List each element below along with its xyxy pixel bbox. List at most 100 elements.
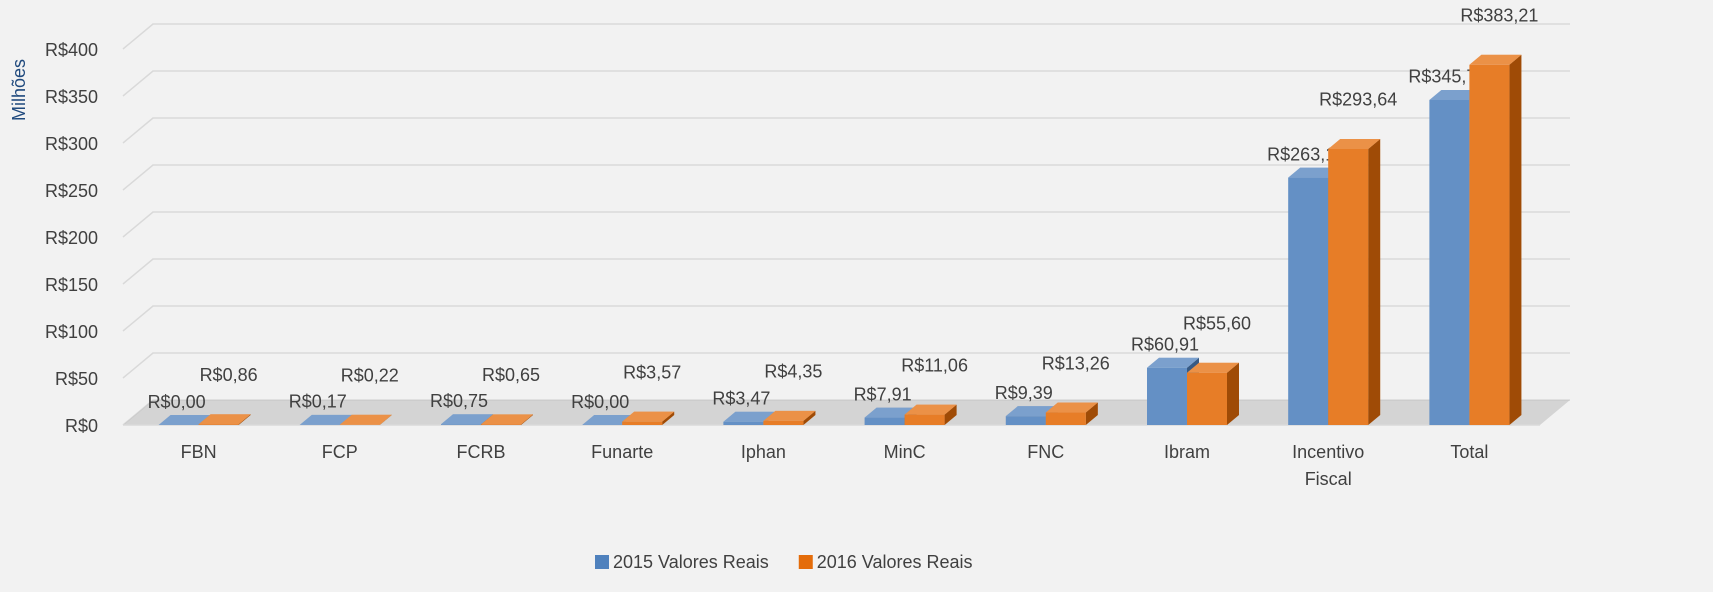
bar-side	[944, 404, 957, 425]
bar-side	[662, 411, 675, 425]
bar-front-shine	[1328, 148, 1369, 425]
bar-front	[904, 414, 945, 425]
bar-side-shade	[1085, 402, 1098, 425]
bar	[1045, 402, 1098, 425]
bar-front-shine	[723, 421, 764, 425]
data-label: R$55,60	[1183, 313, 1251, 333]
bar-side	[1085, 402, 1098, 425]
bar-top-shine	[1288, 167, 1341, 178]
bar	[723, 411, 776, 425]
bar-top	[1469, 54, 1522, 65]
bar-top-shine	[1005, 406, 1058, 417]
bar-front-shine	[198, 424, 239, 425]
data-label: R$0,17	[289, 392, 347, 412]
bar-front-shine	[864, 417, 905, 425]
y-tick-label: R$50	[55, 369, 98, 389]
bar-top	[723, 411, 776, 422]
data-label: R$345,79	[1408, 67, 1486, 87]
bar-side-shade	[1368, 138, 1381, 425]
bar-side	[521, 414, 533, 425]
bar-top-shine	[904, 404, 957, 415]
bar	[622, 411, 675, 425]
bar-side-shade	[238, 414, 251, 425]
x-tick-label: Funarte	[591, 442, 653, 462]
bar-top	[1147, 357, 1199, 368]
data-label: R$293,64	[1319, 90, 1397, 110]
bar-front	[1429, 99, 1470, 425]
bar-front-shine	[622, 421, 663, 425]
bar-top-shine	[441, 414, 493, 425]
bar	[339, 414, 392, 425]
bar-side	[379, 414, 392, 425]
grid-line	[122, 70, 1570, 97]
bar-top	[763, 410, 816, 421]
x-tick-label: Total	[1450, 442, 1488, 462]
bar	[763, 410, 816, 425]
bar-front	[1045, 412, 1086, 425]
bar-side	[1227, 362, 1239, 425]
y-tick-label: R$0	[65, 416, 98, 436]
data-label: R$9,39	[995, 383, 1053, 403]
bar	[198, 414, 251, 425]
bar-side-shade	[521, 414, 533, 425]
bar-top-shine	[582, 415, 635, 425]
x-tick-label: MinC	[884, 442, 926, 462]
bar-top-shine	[198, 414, 251, 425]
bar-front-shine	[1147, 367, 1187, 425]
bar	[158, 415, 211, 425]
data-label: R$60,91	[1131, 334, 1199, 354]
bar-top-shine	[763, 410, 816, 421]
bar-top	[1328, 138, 1381, 149]
grid-line	[122, 211, 1570, 238]
bar-top	[1429, 89, 1482, 100]
bar-front-shine	[1005, 416, 1046, 425]
bar-side	[1509, 54, 1522, 426]
bar-top-shine	[1429, 89, 1482, 100]
x-tick-label: Ibram	[1164, 442, 1210, 462]
data-label: R$13,26	[1042, 353, 1110, 373]
bar-side-shade	[662, 411, 675, 425]
bar	[1187, 362, 1239, 425]
data-label: R$0,00	[148, 392, 206, 412]
y-tick-label: R$100	[45, 322, 98, 342]
bar-side	[238, 414, 251, 425]
data-label: R$383,21	[1460, 6, 1538, 26]
bar-front-shine	[1469, 64, 1510, 426]
bar-side	[1368, 138, 1381, 425]
grid-line	[122, 164, 1570, 191]
bar	[904, 404, 957, 425]
x-tick-label: FCP	[322, 442, 358, 462]
bar-front-shine	[1187, 372, 1227, 425]
bar-top	[441, 414, 493, 425]
bar-front-shine	[1288, 177, 1329, 425]
legend-swatch	[595, 555, 609, 569]
bar-top	[582, 415, 635, 425]
bar-front	[622, 421, 663, 425]
bar-front-shine	[1429, 99, 1470, 425]
bar-top	[622, 411, 675, 422]
data-label: R$0,00	[571, 392, 629, 412]
legend-label: 2015 Valores Reais	[613, 552, 769, 572]
bar-top	[481, 414, 533, 425]
bar-top-shine	[622, 411, 675, 422]
bar	[1469, 54, 1522, 426]
bar-front	[1147, 367, 1187, 425]
bar-top	[1045, 402, 1098, 413]
data-label: R$3,47	[712, 388, 770, 408]
bar-front	[198, 424, 239, 425]
bar-top-shine	[723, 411, 776, 422]
y-tick-label: R$250	[45, 181, 98, 201]
bar-side-shade	[1227, 362, 1239, 425]
data-label: R$4,35	[764, 362, 822, 382]
bar-front-shine	[481, 424, 521, 425]
bar-front-shine	[904, 414, 945, 425]
x-tick-label: Iphan	[741, 442, 786, 462]
bar-front	[864, 417, 905, 425]
grid-line	[122, 117, 1570, 144]
x-tick-label: FCRB	[457, 442, 506, 462]
bar	[481, 414, 533, 425]
x-tick-label: Incentivo Fiscal	[1292, 442, 1364, 489]
x-tick-label: FNC	[1027, 442, 1064, 462]
bar-front	[1469, 64, 1510, 426]
